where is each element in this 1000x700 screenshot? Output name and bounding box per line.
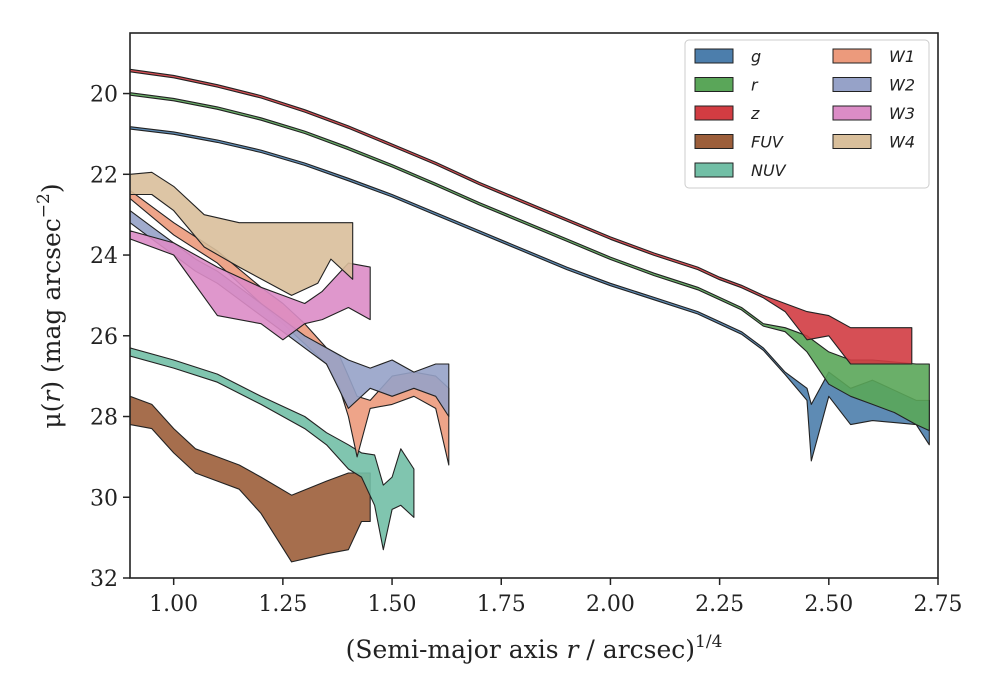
legend-item-z: z: [694, 104, 760, 123]
legend-item-W2: W2: [832, 76, 915, 95]
series-bands: [130, 68, 930, 563]
x-tick-label: 1.25: [258, 592, 307, 617]
y-tick-label: 30: [90, 486, 118, 511]
y-tick-label: 24: [90, 244, 118, 269]
legend-item-W3: W3: [832, 104, 915, 123]
x-tick-label: 1.00: [149, 592, 198, 617]
legend-swatch: [832, 77, 872, 92]
x-tick-label: 2.50: [804, 592, 853, 617]
x-tick-label: 1.50: [368, 592, 417, 617]
legend-swatch: [832, 105, 872, 121]
legend-label: FUV: [751, 133, 784, 152]
legend-swatch: [832, 134, 872, 149]
y-tick-label: 32: [90, 567, 118, 592]
legend-swatch: [694, 162, 734, 178]
legend-label: r: [751, 76, 759, 95]
y-axis: 20 22 24 26 28 30 32: [90, 83, 130, 592]
legend-label: z: [750, 104, 760, 123]
x-tick-label: 2.00: [586, 592, 635, 617]
band-r: [130, 92, 930, 432]
legend-item-W1: W1: [832, 47, 915, 66]
legend-swatch: [832, 48, 872, 64]
legend-label: W4: [889, 133, 915, 152]
legend-label: g: [751, 47, 761, 66]
band-z: [130, 68, 913, 365]
y-axis-label: μ(r) (mag arcsec−2): [34, 183, 66, 428]
legend-item-r: r: [694, 76, 759, 95]
legend-swatch: [694, 134, 734, 149]
legend-label: W3: [889, 104, 915, 123]
legend-item-g: g: [694, 47, 761, 66]
legend-item-W4: W4: [832, 133, 915, 152]
legend-label: W2: [889, 76, 915, 95]
legend-swatch: [694, 77, 734, 92]
x-tick-label: 1.75: [477, 592, 526, 617]
x-axis-label: (Semi-major axis r / arcsec)1/4: [346, 632, 723, 664]
band-g: [130, 126, 930, 462]
y-tick-label: 26: [90, 325, 118, 350]
band-W4: [130, 171, 354, 296]
legend-swatch: [694, 105, 734, 121]
x-axis: 1.00 1.25 1.50 1.75 2.00 2.25 2.50 2.75: [149, 578, 962, 617]
legend-swatch: [694, 48, 734, 64]
legend-item-NUV: NUV: [694, 161, 787, 180]
legend-label: NUV: [751, 161, 787, 180]
band-FUV: [130, 395, 371, 563]
legend-label: W1: [889, 47, 915, 66]
y-tick-label: 20: [90, 83, 118, 108]
legend: grz FUV NUV W1 W2 W3 W4: [684, 39, 930, 189]
band-NUV: [130, 347, 415, 551]
plot-frame: [129, 32, 939, 579]
x-tick-label: 2.75: [914, 592, 963, 617]
y-tick-label: 28: [90, 406, 118, 431]
band-W3: [130, 230, 371, 341]
legend-item-FUV: FUV: [694, 133, 784, 152]
y-tick-label: 22: [90, 163, 118, 188]
x-tick-label: 2.25: [695, 592, 744, 617]
